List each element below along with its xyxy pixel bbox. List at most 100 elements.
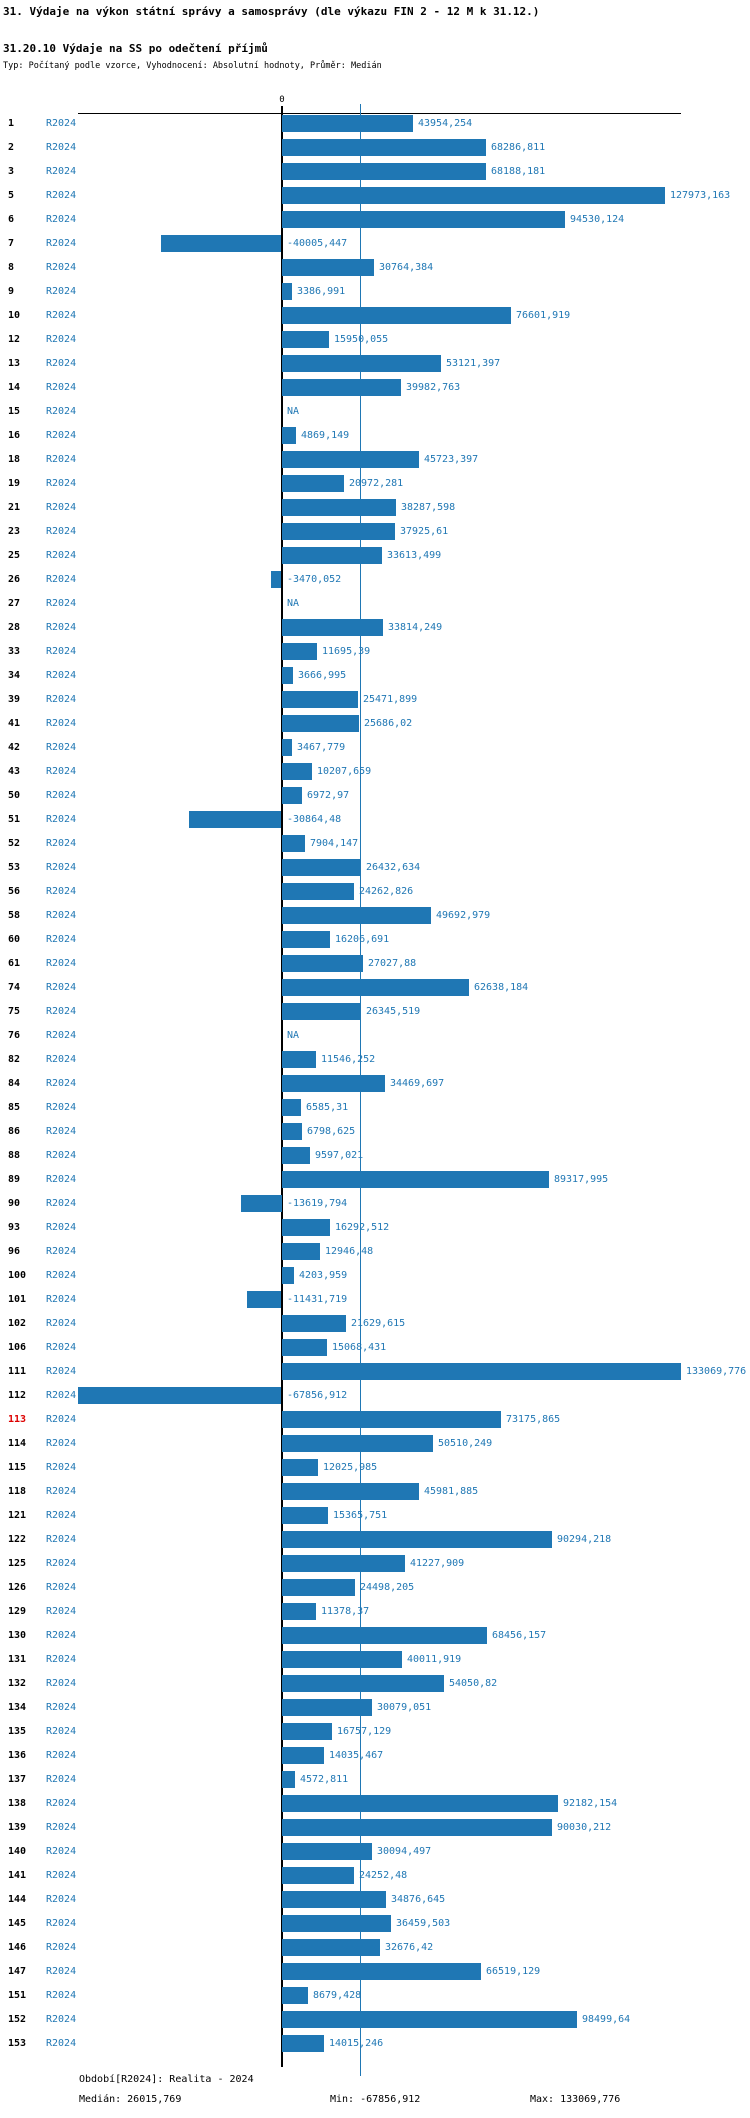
series-label: R2024: [46, 1630, 77, 1641]
row-number: 151: [8, 1990, 27, 2001]
bar: [281, 1627, 487, 1644]
value-label: 15068,431: [332, 1342, 387, 1353]
value-label: 25471,899: [363, 694, 418, 705]
bar: [188, 811, 282, 828]
row-number: 23: [8, 526, 21, 537]
series-label: R2024: [46, 1942, 77, 1953]
series-label: R2024: [46, 238, 77, 249]
bar: [281, 1411, 502, 1428]
bar: [281, 1267, 295, 1284]
series-label: R2024: [46, 670, 77, 681]
row-number: 76: [8, 1030, 21, 1041]
x-axis-line: [77, 113, 681, 114]
series-label: R2024: [46, 1510, 77, 1521]
row-number: 41: [8, 718, 21, 729]
series-label: R2024: [46, 1342, 77, 1353]
value-label: 10207,659: [317, 766, 372, 777]
value-label: -67856,912: [287, 1390, 348, 1401]
bar: [281, 1003, 361, 1020]
bar: [281, 1603, 316, 1620]
row-number: 129: [8, 1606, 27, 1617]
series-label: R2024: [46, 1054, 77, 1065]
series-label: R2024: [46, 838, 77, 849]
series-label: R2024: [46, 1078, 77, 1089]
row-number: 2: [8, 142, 15, 153]
bar: [281, 499, 397, 516]
value-label: 12025,985: [323, 1462, 378, 1473]
row-number: 56: [8, 886, 21, 897]
bar: [281, 1747, 324, 1764]
value-label: 36459,503: [396, 1918, 451, 1929]
row-number: 19: [8, 478, 21, 489]
value-label: 41227,909: [410, 1558, 465, 1569]
series-label: R2024: [46, 478, 77, 489]
series-label: R2024: [46, 958, 77, 969]
series-label: R2024: [46, 1534, 77, 1545]
row-number: 114: [8, 1438, 27, 1449]
value-label: 62638,184: [474, 982, 529, 993]
series-label: R2024: [46, 142, 77, 153]
row-number: 74: [8, 982, 21, 993]
series-label: R2024: [46, 1918, 77, 1929]
value-label: 50510,249: [438, 1438, 493, 1449]
series-label: R2024: [46, 1702, 77, 1713]
row-number: 6: [8, 214, 15, 225]
value-label: 14015,246: [329, 2038, 384, 2049]
footer-median: Medián: 26015,769: [79, 2094, 182, 2105]
row-number: 96: [8, 1246, 21, 1257]
series-label: R2024: [46, 1270, 77, 1281]
row-number: 115: [8, 1462, 27, 1473]
bar: [281, 115, 414, 132]
series-label: R2024: [46, 982, 77, 993]
bar: [281, 331, 330, 348]
row-number: 138: [8, 1798, 27, 1809]
value-label: 68286,811: [491, 142, 546, 153]
bar: [247, 1291, 282, 1308]
value-label: 33814,249: [388, 622, 443, 633]
value-label: 6585,31: [306, 1102, 349, 1113]
value-label: 68456,157: [492, 1630, 547, 1641]
series-label: R2024: [46, 1174, 77, 1185]
row-number: 8: [8, 262, 15, 273]
value-label: NA: [287, 598, 300, 609]
bar: [281, 187, 666, 204]
series-label: R2024: [46, 1198, 77, 1209]
row-number: 152: [8, 2014, 27, 2025]
row-number: 21: [8, 502, 21, 513]
row-number: 147: [8, 1966, 27, 1977]
row-number: 122: [8, 1534, 27, 1545]
value-label: 24252,48: [359, 1870, 408, 1881]
value-label: 66519,129: [486, 1966, 541, 1977]
value-label: -13619,794: [287, 1198, 348, 1209]
series-label: R2024: [46, 550, 77, 561]
row-number: 136: [8, 1750, 27, 1761]
bar: [281, 1219, 331, 1236]
value-label: 133069,776: [686, 1366, 747, 1377]
value-label: 45981,885: [424, 1486, 479, 1497]
value-label: 3467,779: [297, 742, 346, 753]
row-number: 144: [8, 1894, 27, 1905]
bar: [281, 1867, 355, 1884]
bar: [281, 715, 359, 732]
value-label: 7904,147: [310, 838, 359, 849]
row-number: 125: [8, 1558, 27, 1569]
bar: [281, 1579, 355, 1596]
series-label: R2024: [46, 1606, 77, 1617]
value-label: 39982,763: [406, 382, 461, 393]
value-label: 24498,205: [360, 1582, 415, 1593]
row-number: 112: [8, 1390, 27, 1401]
row-number: 121: [8, 1510, 27, 1521]
bar: [281, 139, 487, 156]
series-label: R2024: [46, 622, 77, 633]
series-label: R2024: [46, 166, 77, 177]
bar: [281, 1699, 372, 1716]
value-label: 14035,467: [329, 1750, 384, 1761]
row-number: 12: [8, 334, 21, 345]
bar: [281, 1171, 550, 1188]
value-label: 43954,254: [418, 118, 473, 129]
value-label: 37925,61: [400, 526, 449, 537]
bar: [281, 667, 293, 684]
bar: [281, 1363, 681, 1380]
series-label: R2024: [46, 1390, 77, 1401]
series-label: R2024: [46, 718, 77, 729]
